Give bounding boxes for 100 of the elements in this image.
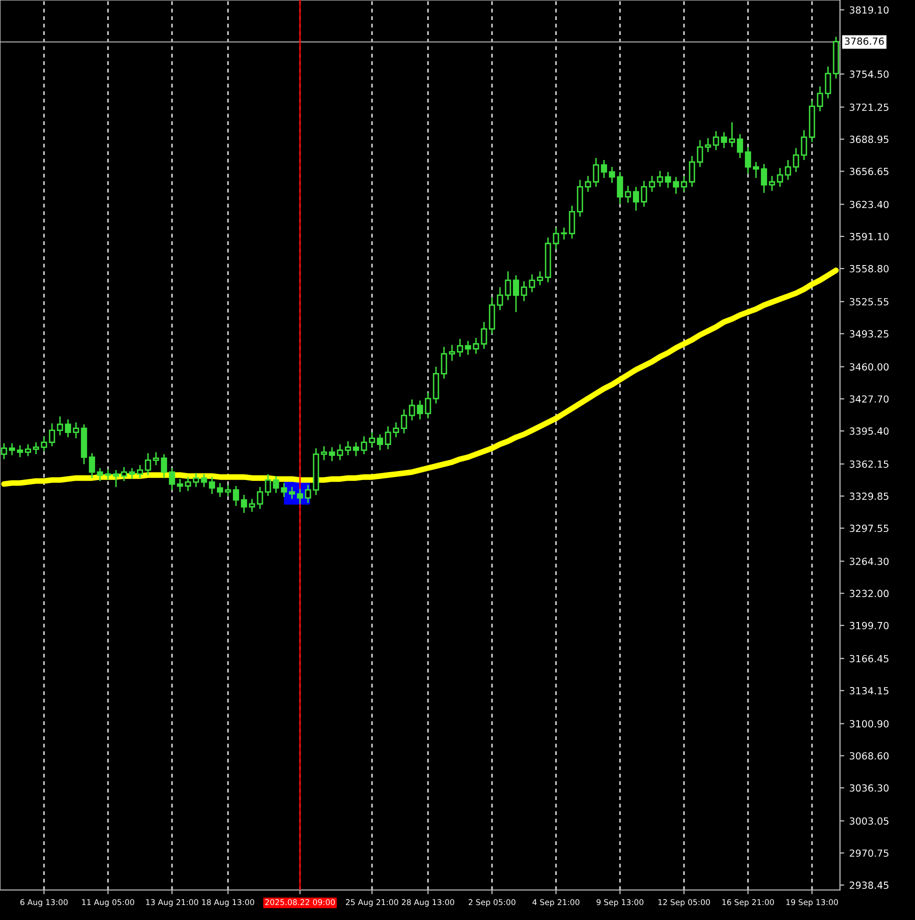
y-tick-label: 3003.05 [850,817,888,825]
candlestick [568,205,576,240]
candlestick [128,467,136,480]
candlestick [488,296,496,335]
candlestick [336,444,344,461]
y-tick-label: 3623.40 [850,200,889,208]
candlestick [440,346,448,380]
candlestick [816,86,824,112]
candlestick [688,155,696,188]
candlestick [512,274,520,313]
y-tick-label: 3460.00 [850,363,889,371]
y-tick-label: 3068.60 [850,752,889,760]
candlestick [168,467,176,491]
candlestick [624,185,632,204]
candlestick [608,166,616,184]
candlestick [344,440,352,456]
y-tick-label: 3754.50 [850,70,889,78]
candlestick [496,286,504,311]
candlestick [464,340,472,356]
ref-line-label: 3786.76 [844,37,884,45]
candlestick [320,446,328,461]
candlestick [296,488,304,505]
candlestick [784,159,792,181]
y-tick-label: 3721.25 [850,104,888,111]
candlestick [640,180,648,208]
candlestick [704,137,712,153]
candlestick [392,422,400,438]
candlestick [664,171,672,189]
candlestick [304,484,312,504]
candlestick [520,280,528,302]
y-tick-label: 3819.10 [850,6,889,14]
candlestick [144,452,152,476]
candlestick [0,442,8,460]
candlestick [536,270,544,286]
candlestick [24,444,32,457]
candlestick [776,167,784,188]
candlestick [728,122,736,148]
candlestick [744,146,752,175]
candlestick [192,472,200,488]
y-tick-label: 2970.75 [850,849,888,857]
candlestick [48,422,56,447]
candlestick [584,175,592,193]
y-tick-label: 3656.65 [850,168,888,176]
candlestick [288,486,296,500]
candlestick [416,400,424,420]
candlestick [616,171,624,204]
candlestick [560,226,568,240]
candlestick [592,157,600,188]
y-tick-label: 3688.95 [850,136,888,144]
candlestick [408,398,416,422]
candlestick [720,131,728,149]
candlestick [360,436,368,455]
y-tick-label: 3493.25 [850,330,888,338]
candlestick [224,484,232,497]
candlestick [256,486,264,510]
candlestick [376,434,384,451]
y-tick-label: 3427.70 [850,395,889,403]
y-tick-label: 3329.85 [850,492,888,500]
candlestick [328,446,336,462]
y-tick-label: 3395.40 [850,427,889,435]
y-tick-label: 3199.70 [850,622,889,630]
candlestick [248,498,256,513]
candlestick [456,338,464,358]
candlestick [680,175,688,193]
candlestick [280,482,288,498]
candlestick [8,442,16,456]
candlestick [72,422,80,439]
candlestick [632,186,640,212]
y-tick-label: 3591.10 [850,232,889,240]
y-tick-label: 3134.15 [850,687,888,694]
candlestick [208,476,216,495]
y-tick-label: 3362.15 [850,460,888,468]
candlestick [56,416,64,436]
y-tick-label: 3297.55 [850,524,888,532]
candlestick [552,226,560,250]
candlestick [104,468,112,481]
candlestick [352,442,360,457]
candlestick [736,133,744,159]
y-tick-label: 3264.30 [850,558,889,566]
candlestick [528,274,536,293]
candlestick [96,467,104,482]
candlestick [176,478,184,493]
candlestick [136,464,144,479]
candlestick [216,482,224,498]
y-tick-label: 3100.90 [850,720,889,728]
candlestick [448,344,456,362]
candlestick [712,130,720,151]
candlestick [200,473,208,488]
y-tick-label: 3525.55 [850,298,888,306]
candlestick [240,494,248,514]
y-tick-label: 3036.30 [850,784,889,792]
candlestick [384,426,392,450]
candlestick [16,444,24,458]
candlestick [504,270,512,301]
candlestick [400,408,408,434]
candlestick [32,442,40,455]
candlestick [656,170,664,188]
candlestick [184,476,192,492]
candlestick [272,475,280,494]
candlestick [88,452,96,479]
